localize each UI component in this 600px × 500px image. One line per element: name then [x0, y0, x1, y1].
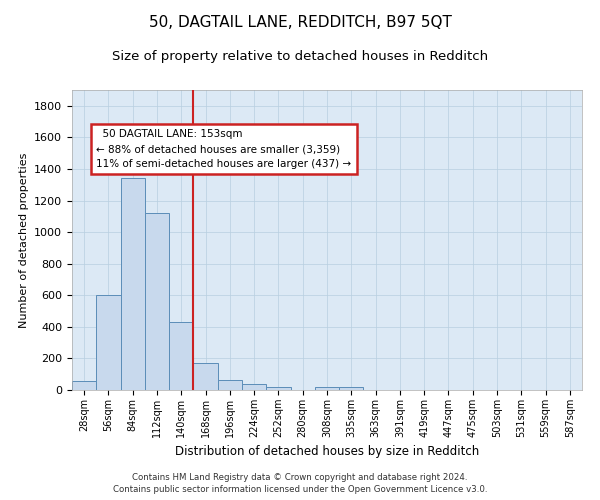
Bar: [121, 178, 145, 390]
Text: Contains public sector information licensed under the Open Government Licence v3: Contains public sector information licen…: [113, 485, 487, 494]
Text: 50 DAGTAIL LANE: 153sqm
← 88% of detached houses are smaller (3,359)
11% of semi: 50 DAGTAIL LANE: 153sqm ← 88% of detache…: [96, 130, 352, 169]
Bar: [339, 387, 364, 390]
Bar: [169, 322, 193, 390]
Y-axis label: Number of detached properties: Number of detached properties: [19, 152, 29, 328]
X-axis label: Distribution of detached houses by size in Redditch: Distribution of detached houses by size …: [175, 446, 479, 458]
Bar: [193, 363, 218, 390]
Bar: [242, 384, 266, 390]
Bar: [72, 380, 96, 390]
Text: Contains HM Land Registry data © Crown copyright and database right 2024.: Contains HM Land Registry data © Crown c…: [132, 472, 468, 482]
Text: 50, DAGTAIL LANE, REDDITCH, B97 5QT: 50, DAGTAIL LANE, REDDITCH, B97 5QT: [149, 15, 451, 30]
Bar: [315, 387, 339, 390]
Bar: [96, 296, 121, 390]
Bar: [218, 380, 242, 390]
Text: Size of property relative to detached houses in Redditch: Size of property relative to detached ho…: [112, 50, 488, 63]
Bar: [266, 387, 290, 390]
Bar: [145, 213, 169, 390]
